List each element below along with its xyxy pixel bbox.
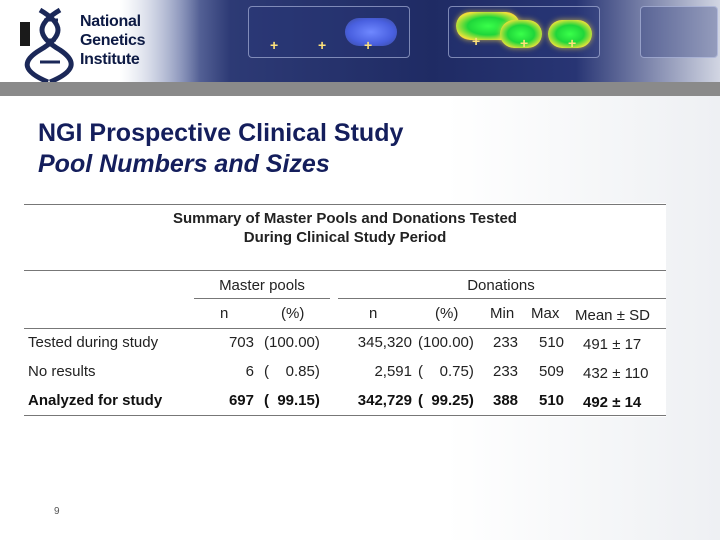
rule [24, 204, 666, 205]
table-cell: 6 [245, 363, 254, 380]
plus-mark-icon: + [520, 35, 529, 51]
table-cell: 703 [228, 334, 254, 351]
table-cell: ( 0.85) [264, 363, 320, 380]
gel-band [548, 20, 592, 48]
table-cell: (100.00) [418, 334, 474, 351]
plus-mark-icon: + [270, 37, 279, 53]
plus-mark-icon: + [472, 33, 481, 49]
table-cell: 233 [493, 334, 519, 351]
table-cell: 388 [493, 392, 519, 409]
plus-mark-icon: + [318, 37, 327, 53]
table-cell: 432 ± 110 [583, 365, 649, 382]
logo-line-1: National [80, 13, 141, 30]
table-cell: 345,320 [357, 334, 412, 351]
logo-line-2: Genetics [80, 32, 146, 49]
rule [194, 298, 330, 299]
table-cell: ( 0.75) [418, 363, 474, 380]
col-header: Mean ± SD [575, 307, 650, 324]
row-label: Tested during study [28, 334, 159, 351]
table-cell: 492 ± 14 [583, 394, 642, 411]
gel-band [500, 20, 542, 48]
row-label: No results [28, 363, 96, 380]
gel-lane [640, 6, 718, 58]
table-caption-line-1: Summary of Master Pools and Donations Te… [173, 210, 517, 227]
row-label: Analyzed for study [28, 392, 163, 409]
col-header: (%) [281, 305, 305, 322]
logo-text: National Genetics Institute [80, 12, 145, 69]
title-line-2: Pool Numbers and Sizes [38, 150, 330, 178]
group-header-master-pools: Master pools [219, 277, 305, 294]
table-cell: ( 99.25) [418, 392, 474, 409]
rule [24, 415, 666, 416]
summary-table: Summary of Master Pools and Donations Te… [24, 203, 666, 417]
table-cell: (100.00) [264, 334, 320, 351]
table-cell: 491 ± 17 [583, 336, 642, 353]
col-header: n [369, 305, 378, 322]
table-cell: 697 [228, 392, 254, 409]
table-cell: 2,591 [374, 363, 412, 380]
table-cell: 510 [539, 334, 565, 351]
plus-mark-icon: + [568, 35, 577, 51]
col-header: n [220, 305, 229, 322]
gel-band [345, 18, 397, 46]
table-cell: 342,729 [357, 392, 412, 409]
plus-mark-icon: + [364, 37, 373, 53]
table-cell: 233 [493, 363, 519, 380]
col-header: Max [531, 305, 560, 322]
table-cell: 509 [539, 363, 565, 380]
header-banner: + + + + + + National Genetics Institute [0, 0, 720, 96]
page-number: 9 [54, 506, 60, 517]
table-cell: 510 [539, 392, 565, 409]
title-line-1: NGI Prospective Clinical Study [38, 119, 404, 147]
col-header: (%) [435, 305, 459, 322]
rule [24, 270, 666, 271]
logo-line-3: Institute [80, 51, 140, 68]
dna-helix-icon [20, 7, 74, 84]
rule [24, 328, 666, 329]
group-header-donations: Donations [467, 277, 535, 294]
slide-title: NGI Prospective Clinical Study Pool Numb… [38, 118, 403, 180]
table-cell: ( 99.15) [264, 392, 320, 409]
rule [338, 298, 666, 299]
logo: National Genetics Institute [0, 0, 200, 84]
table-caption-line-2: During Clinical Study Period [243, 229, 447, 246]
header-divider [0, 82, 720, 96]
col-header: Min [490, 305, 515, 322]
